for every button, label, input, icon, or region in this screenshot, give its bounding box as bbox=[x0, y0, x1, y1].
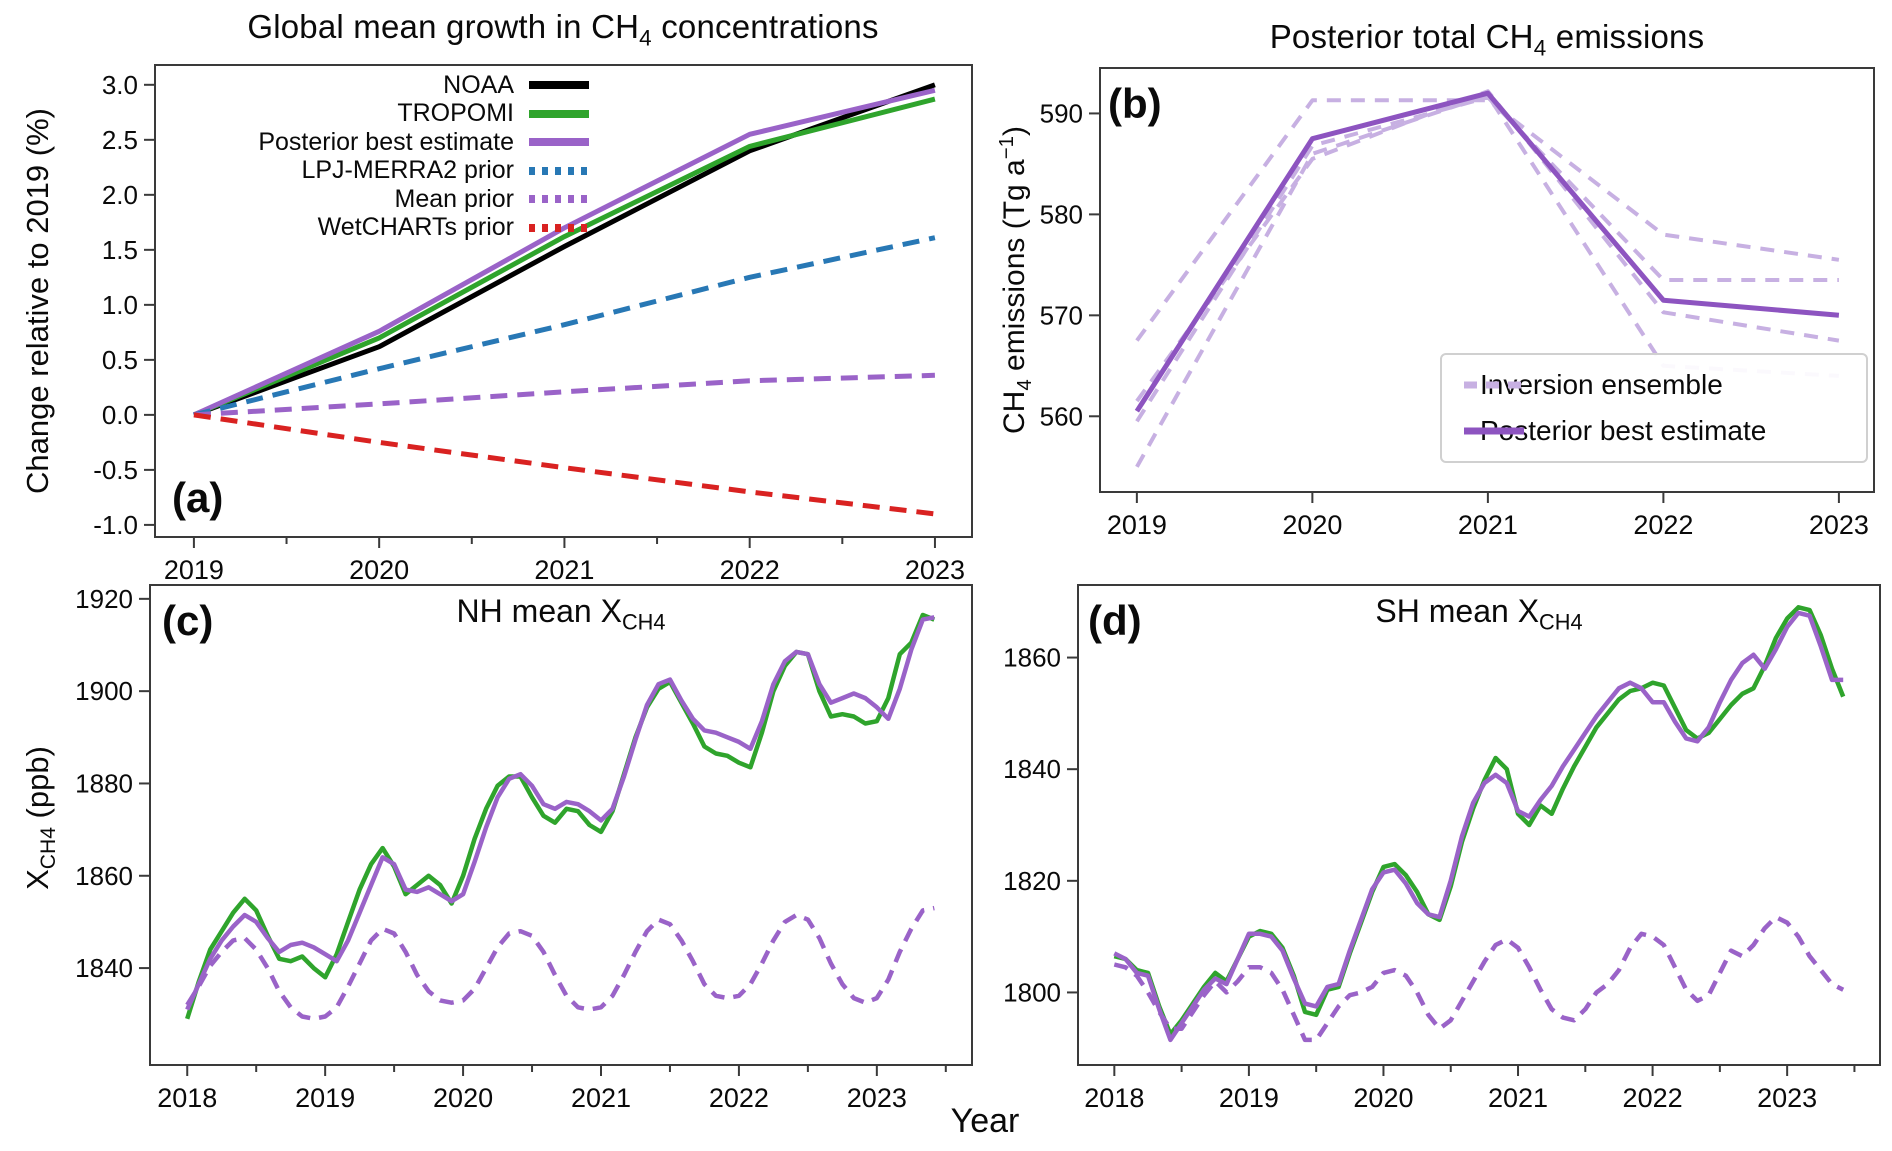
svg-text:1860: 1860 bbox=[1003, 643, 1061, 673]
svg-text:0.5: 0.5 bbox=[102, 345, 138, 375]
svg-text:2020: 2020 bbox=[1282, 510, 1342, 540]
svg-text:1880: 1880 bbox=[75, 768, 133, 798]
panel-a-title-sub: 4 bbox=[639, 25, 652, 51]
panel-a-title-text: Global mean growth in CH bbox=[247, 8, 640, 45]
panel-d-title: SH mean XCH4 bbox=[1375, 593, 1583, 635]
svg-text:590: 590 bbox=[1040, 98, 1083, 128]
svg-text:2018: 2018 bbox=[157, 1083, 217, 1113]
svg-text:2022: 2022 bbox=[1633, 510, 1693, 540]
svg-text:2.5: 2.5 bbox=[102, 125, 138, 155]
svg-text:2022: 2022 bbox=[1623, 1083, 1683, 1113]
panel-c-label: (c) bbox=[162, 597, 214, 644]
svg-text:1.0: 1.0 bbox=[102, 290, 138, 320]
svg-text:0.0: 0.0 bbox=[102, 400, 138, 430]
panel-c-title: NH mean XCH4 bbox=[456, 593, 666, 635]
panel-b-title: Posterior total CH4 emissions bbox=[1269, 18, 1705, 61]
panel-d-plot: 2018 2019 2020 2021 2022 2023 1800 1820 1840 1860 bbox=[1003, 584, 1881, 1113]
svg-text:1800: 1800 bbox=[1003, 977, 1061, 1007]
legend-item-tropomi: TROPOMI bbox=[397, 99, 589, 128]
panel-d-label: (d) bbox=[1088, 597, 1142, 644]
panel-c-plot: 2018 2019 2020 2021 2022 2023 1840 1860 1880 1900… bbox=[75, 584, 973, 1113]
svg-text:2.0: 2.0 bbox=[102, 180, 138, 210]
panel-a-ylabel: Change relative to 2019 (%) bbox=[20, 108, 55, 495]
svg-text:1900: 1900 bbox=[75, 676, 133, 706]
svg-text:2020: 2020 bbox=[349, 555, 409, 585]
svg-text:1840: 1840 bbox=[1003, 754, 1061, 784]
svg-text:2023: 2023 bbox=[847, 1083, 907, 1113]
legend-item-mean-prior: Mean prior bbox=[394, 184, 589, 213]
svg-text:1840: 1840 bbox=[75, 953, 133, 983]
panel-c-ylabel: XCH4 (ppb) bbox=[20, 746, 61, 890]
legend-item-ensemble: Inversion ensemble bbox=[1464, 369, 1723, 400]
panel-a-plot: 2019 2020 2021 2022 2023 -1.0 -0.5 0.0 0.5 1.0 1.5… bbox=[93, 64, 973, 585]
legend-item-posterior: Posterior best estimate bbox=[258, 127, 589, 156]
svg-text:2023: 2023 bbox=[1809, 510, 1869, 540]
svg-text:560: 560 bbox=[1040, 401, 1083, 431]
legend-item-wetcharts: WetCHARTs prior bbox=[317, 213, 589, 242]
svg-text:2019: 2019 bbox=[164, 555, 224, 585]
panel-b-legend: Inversion ensemble Posterior best estima… bbox=[1440, 353, 1868, 463]
panel-a-legend: NOAA TROPOMI Posterior best estimate LPJ… bbox=[157, 70, 589, 242]
svg-text:2021: 2021 bbox=[1488, 1083, 1548, 1113]
svg-text:2021: 2021 bbox=[1458, 510, 1518, 540]
panel-b-label: (b) bbox=[1108, 80, 1162, 127]
svg-text:1860: 1860 bbox=[75, 861, 133, 891]
svg-text:2023: 2023 bbox=[905, 555, 965, 585]
svg-text:570: 570 bbox=[1040, 300, 1083, 330]
svg-text:580: 580 bbox=[1040, 199, 1083, 229]
svg-text:2023: 2023 bbox=[1757, 1083, 1817, 1113]
svg-text:1.5: 1.5 bbox=[102, 235, 138, 265]
svg-text:2018: 2018 bbox=[1084, 1083, 1144, 1113]
svg-text:1820: 1820 bbox=[1003, 866, 1061, 896]
panel-a-label: (a) bbox=[172, 474, 224, 521]
legend-item-noaa: NOAA bbox=[443, 70, 589, 99]
svg-text:2020: 2020 bbox=[1353, 1083, 1413, 1113]
legend-item-lpj: LPJ-MERRA2 prior bbox=[301, 156, 589, 185]
svg-text:2020: 2020 bbox=[433, 1083, 493, 1113]
svg-text:1920: 1920 bbox=[75, 584, 133, 614]
panel-a-title-post: concentrations bbox=[651, 8, 879, 45]
svg-text:3.0: 3.0 bbox=[102, 70, 138, 100]
svg-text:2022: 2022 bbox=[709, 1083, 769, 1113]
legend-item-best-estimate: Posterior best estimate bbox=[1464, 415, 1767, 446]
svg-text:2022: 2022 bbox=[720, 555, 780, 585]
panel-a-title: Global mean growth in CH4 concentrations bbox=[163, 8, 963, 52]
svg-text:2019: 2019 bbox=[295, 1083, 355, 1113]
svg-text:-0.5: -0.5 bbox=[93, 455, 138, 485]
svg-text:2021: 2021 bbox=[571, 1083, 631, 1113]
svg-text:-1.0: -1.0 bbox=[93, 510, 138, 540]
svg-text:2021: 2021 bbox=[534, 555, 594, 585]
x-axis-label-year: Year bbox=[950, 1102, 1020, 1140]
svg-text:2019: 2019 bbox=[1219, 1083, 1279, 1113]
svg-text:2019: 2019 bbox=[1107, 510, 1167, 540]
